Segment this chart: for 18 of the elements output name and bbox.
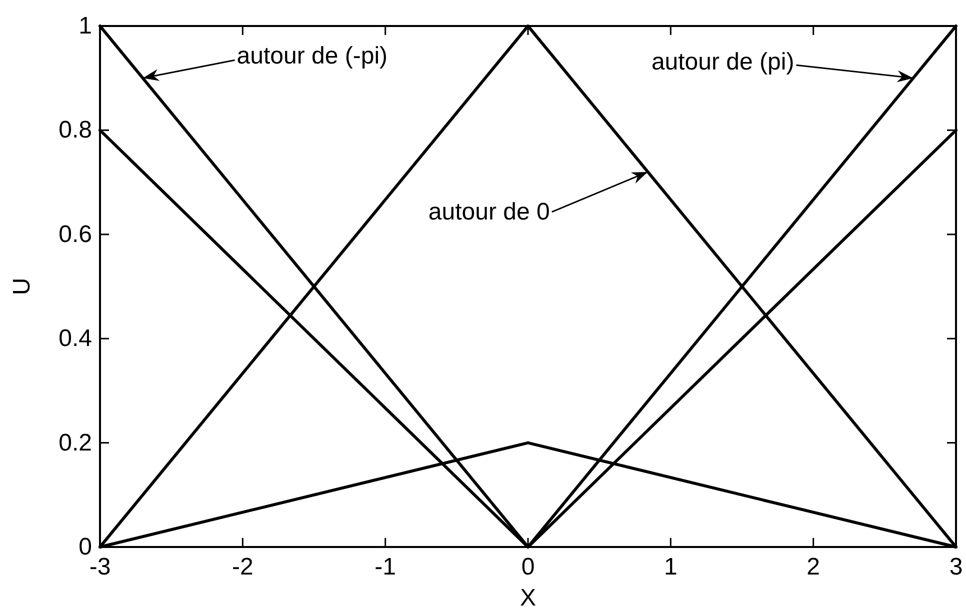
x-tick-label: -2 <box>232 554 254 580</box>
y-axis-title: U <box>8 278 36 296</box>
x-tick-label: -3 <box>89 554 111 580</box>
x-tick-label: -1 <box>374 554 396 580</box>
x-axis-title: X <box>520 584 536 609</box>
y-tick-label: 0.4 <box>58 325 92 352</box>
y-tick-label: 0.8 <box>58 116 92 144</box>
annotation: autour de 0 <box>428 198 550 226</box>
y-tick-label: 1 <box>78 12 92 40</box>
x-tick-label: 3 <box>949 554 963 580</box>
y-tick-label: 0.6 <box>58 220 92 248</box>
y-tick-label: 0 <box>78 534 92 560</box>
x-tick-label: 0 <box>521 554 535 580</box>
y-tick-label: 0.2 <box>58 429 92 456</box>
x-tick-label: 2 <box>806 554 820 580</box>
annotation: autour de (-pi) <box>236 42 388 70</box>
annotation: autour de (pi) <box>651 48 794 76</box>
x-tick-label: 1 <box>664 554 678 580</box>
